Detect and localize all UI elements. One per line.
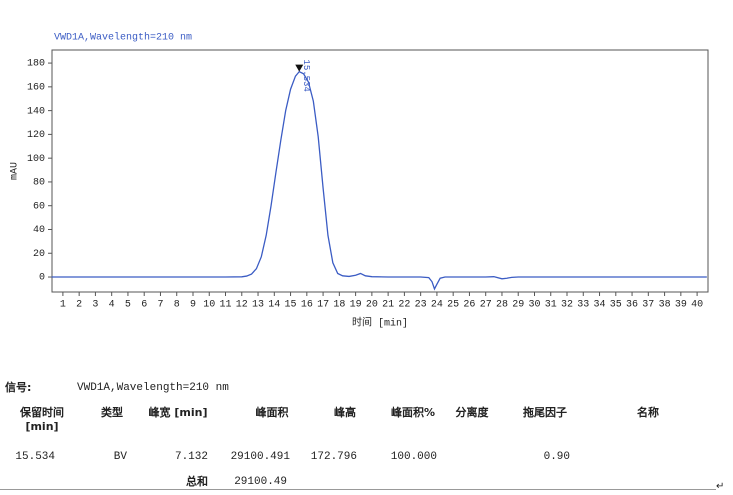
x-tick-label: 8	[174, 300, 180, 311]
table-cell: BV	[113, 451, 127, 463]
y-axis-label: mAU	[10, 162, 21, 180]
y-tick-label: 120	[27, 130, 45, 141]
x-tick-label: 16	[301, 300, 313, 311]
y-tick-label: 0	[39, 273, 45, 284]
y-tick-label: 20	[33, 249, 45, 260]
x-tick-label: 24	[431, 300, 443, 311]
x-tick-label: 33	[577, 300, 589, 311]
column-header: 峰面积%	[390, 406, 436, 419]
x-tick-label: 38	[659, 300, 671, 311]
x-tick-label: 11	[220, 300, 232, 311]
plot-frame	[51, 49, 709, 293]
x-tick-label: 5	[125, 300, 131, 311]
signal-label: 信号:	[5, 381, 32, 394]
x-tick-label: 12	[236, 300, 248, 311]
x-tick-label: 35	[610, 300, 622, 311]
column-header: 拖尾因子	[523, 406, 567, 419]
x-tick-label: 3	[92, 300, 98, 311]
x-tick-label: 13	[252, 300, 264, 311]
x-tick-label: 14	[268, 300, 280, 311]
total-area: 29100.49	[234, 476, 287, 488]
peak-marker	[295, 64, 304, 72]
x-tick-label: 17	[317, 300, 329, 311]
y-tick-label: 80	[33, 178, 45, 189]
x-tick-label: 1	[60, 300, 66, 311]
column-header: 分离度	[455, 406, 489, 419]
x-tick-label: 7	[157, 300, 163, 311]
table-cell: 172.796	[310, 451, 357, 463]
x-tick-label: 20	[366, 300, 378, 311]
x-tick-label: 26	[463, 300, 475, 311]
peak-label: 15.534	[301, 59, 311, 91]
chart-title: VWD1A,Wavelength=210 nm	[54, 32, 192, 44]
total-label: 总和	[186, 475, 208, 488]
y-tick-label: 180	[27, 59, 45, 70]
x-tick-label: 37	[642, 300, 654, 311]
return-mark: ↵	[716, 482, 725, 493]
column-header: 类型	[101, 406, 123, 419]
bottom-rule	[0, 489, 716, 490]
x-tick-label: 30	[528, 300, 540, 311]
column-header: 峰高	[334, 406, 356, 419]
x-tick-label: 31	[545, 300, 557, 311]
x-tick-label: 6	[141, 300, 147, 311]
x-tick-label: 22	[398, 300, 410, 311]
x-axis-label: 时间 [min]	[352, 316, 408, 330]
y-tick-label: 40	[33, 225, 45, 236]
x-tick-label: 2	[76, 300, 82, 311]
x-tick-label: 29	[512, 300, 524, 311]
x-tick-label: 21	[382, 300, 394, 311]
signal-value: VWD1A,Wavelength=210 nm	[77, 382, 229, 394]
x-tick-label: 23	[415, 300, 427, 311]
y-tick-label: 60	[33, 201, 45, 212]
table-cell: 29100.491	[230, 451, 290, 463]
x-tick-label: 36	[626, 300, 638, 311]
signal-line	[51, 70, 707, 291]
x-tick-label: 27	[480, 300, 492, 311]
column-header: 峰宽 [min]	[148, 406, 208, 419]
table-cell: 15.534	[15, 451, 55, 463]
table-cell: 100.000	[390, 451, 437, 463]
y-tick-label: 160	[27, 82, 45, 93]
x-tick-label: 32	[561, 300, 573, 311]
y-tick-label: 140	[27, 106, 45, 117]
x-tick-label: 28	[496, 300, 508, 311]
x-tick-label: 9	[190, 300, 196, 311]
x-tick-label: 18	[333, 300, 345, 311]
x-tick-label: 39	[675, 300, 687, 311]
x-tick-label: 19	[350, 300, 362, 311]
x-tick-label: 10	[203, 300, 215, 311]
x-tick-label: 34	[594, 300, 606, 311]
x-tick-label: 4	[109, 300, 115, 311]
y-tick-label: 100	[27, 154, 45, 165]
column-header: 峰面积	[255, 406, 289, 419]
chart: VWD1A,Wavelength=210 nm 时间 [min] mAU 0 20…	[10, 32, 709, 330]
column-header: 保留时间 [min]	[20, 406, 64, 433]
x-tick-label: 15	[285, 300, 297, 311]
column-header: 名称	[637, 406, 659, 419]
table-cell: 7.132	[174, 451, 208, 463]
x-tick-label: 40	[691, 300, 703, 311]
x-tick-label: 25	[447, 300, 459, 311]
table-cell: 0.90	[543, 451, 570, 463]
